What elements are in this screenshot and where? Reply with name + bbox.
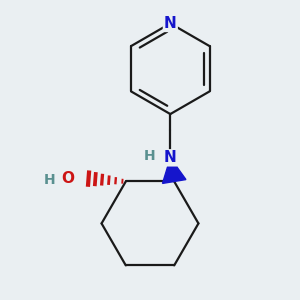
Text: O: O [61, 171, 74, 186]
Text: N: N [164, 150, 177, 165]
Polygon shape [163, 158, 186, 183]
Text: N: N [164, 16, 177, 31]
Text: H: H [44, 173, 55, 187]
Text: H: H [144, 149, 156, 163]
